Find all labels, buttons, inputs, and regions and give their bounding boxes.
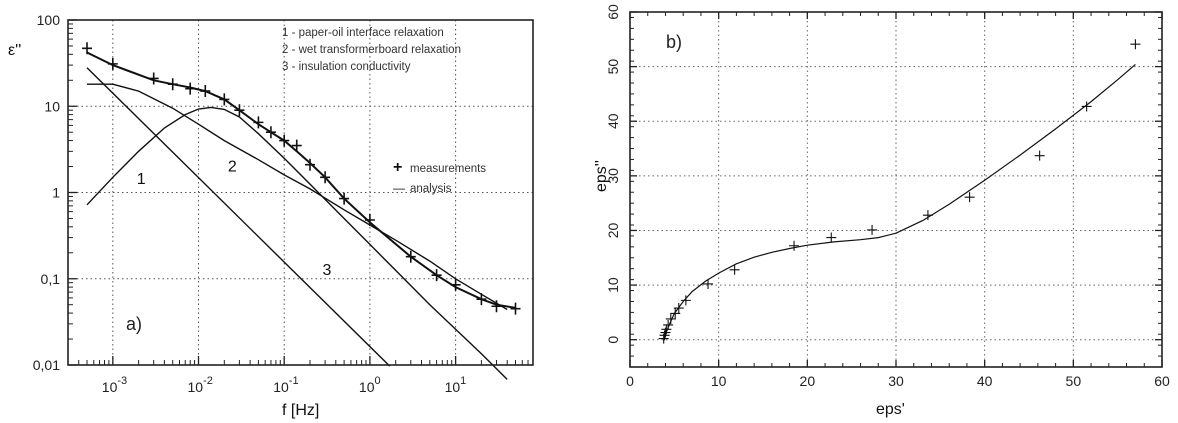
chart-a-xtick-label: 10-3 xyxy=(102,375,127,395)
data-point-measured xyxy=(867,224,878,235)
chart-b-ytick-label: 60 xyxy=(605,4,621,20)
chart-b-ytick-label: 20 xyxy=(605,222,621,238)
curve-label-2: 2 xyxy=(228,159,237,176)
chart-b-ytick-label: 30 xyxy=(605,168,621,184)
chart-b-ytick-label: 0 xyxy=(605,336,621,344)
chart-b-xlabel: eps' xyxy=(876,401,905,418)
series-line-fit xyxy=(663,63,1136,340)
chart-a-xtick-label: 10-2 xyxy=(188,375,213,395)
chart-b-xtick-label: 40 xyxy=(977,373,993,389)
chart-b: 0 10 20 30 40 50 60 0 10 20 30 40 50 60 eps'' eps' b) xyxy=(593,4,1170,418)
chart-b-xtick-label: 50 xyxy=(1066,373,1082,389)
chart-a-curve-labels: 1 2 3 xyxy=(137,159,332,280)
data-point-measured xyxy=(1130,39,1141,50)
chart-a-xtick-label: 10-1 xyxy=(273,375,298,395)
chart-b-grid xyxy=(630,12,1162,367)
chart-b-ytick-label: 10 xyxy=(605,277,621,293)
data-point-measured xyxy=(826,232,837,243)
chart-a-ytick-label: 10 xyxy=(44,98,60,114)
chart-b-xtick-label: 20 xyxy=(800,373,816,389)
chart-b-ytick-label: 50 xyxy=(605,59,621,75)
chart-b-xtick-label: 0 xyxy=(626,373,634,389)
chart-b-xtick-label: 30 xyxy=(888,373,904,389)
chart-a-ylabel: ε'' xyxy=(8,42,21,59)
series-line-2 xyxy=(87,83,508,311)
chart-a-series-layer xyxy=(82,42,521,380)
series-markers-measured xyxy=(658,39,1141,344)
chart-a-legend: + measurements — analysis xyxy=(393,159,486,195)
chart-a-annotation-2: 2 - wet transformerboard relaxation xyxy=(282,44,461,56)
data-point-measurement xyxy=(82,42,93,55)
chart-a-xlabel: f [Hz] xyxy=(282,402,319,419)
chart-a-annotations: 1 - paper-oil interface relaxation 2 - w… xyxy=(282,27,461,73)
chart-a-ytick-label: 100 xyxy=(37,12,61,28)
data-point-measured xyxy=(1081,101,1092,112)
legend-symbol-analysis: — xyxy=(393,181,405,195)
chart-b-series-layer xyxy=(658,39,1141,344)
chart-a-xtick-label: 100 xyxy=(359,375,381,395)
chart-b-ytick-label: 40 xyxy=(605,113,621,129)
legend-label-measurements: measurements xyxy=(410,163,486,175)
legend-symbol-measurements: + xyxy=(393,159,402,176)
chart-b-axes: 0 10 20 30 40 50 60 0 10 20 30 40 50 60 xyxy=(605,4,1170,389)
data-point-measured xyxy=(964,192,975,203)
chart-a-ytick-label: 0,1 xyxy=(41,271,61,287)
data-point-measured xyxy=(729,264,740,275)
data-point-measured xyxy=(680,295,691,306)
series-markers-measurements xyxy=(82,42,521,315)
chart-a-annotation-1: 1 - paper-oil interface relaxation xyxy=(282,27,444,39)
data-point-measurement xyxy=(510,302,521,315)
chart-b-panel-label: b) xyxy=(666,32,682,52)
data-point-measurement xyxy=(305,158,316,171)
legend-label-analysis: analysis xyxy=(410,183,452,195)
chart-a-ytick-label: 1 xyxy=(52,185,60,201)
data-point-measured xyxy=(703,278,714,289)
chart-a-xtick-label: 101 xyxy=(445,375,467,395)
data-point-measured xyxy=(789,240,800,251)
series-line-analysis xyxy=(86,51,516,309)
data-point-measurement xyxy=(291,139,302,152)
chart-b-xtick-label: 10 xyxy=(711,373,727,389)
series-line-1 xyxy=(86,106,508,380)
data-point-measured xyxy=(1034,150,1045,161)
series-line-3 xyxy=(86,67,391,367)
data-point-measured xyxy=(670,308,681,319)
chart-b-ylabel: eps'' xyxy=(593,160,610,192)
chart-b-xtick-label: 60 xyxy=(1154,373,1170,389)
chart-a-annotation-3: 3 - insulation conductivity xyxy=(282,61,411,73)
curve-label-3: 3 xyxy=(323,262,332,279)
chart-a-panel-label: a) xyxy=(126,314,142,334)
curve-label-1: 1 xyxy=(137,171,146,188)
chart-a-ytick-label: 0,01 xyxy=(33,357,60,373)
